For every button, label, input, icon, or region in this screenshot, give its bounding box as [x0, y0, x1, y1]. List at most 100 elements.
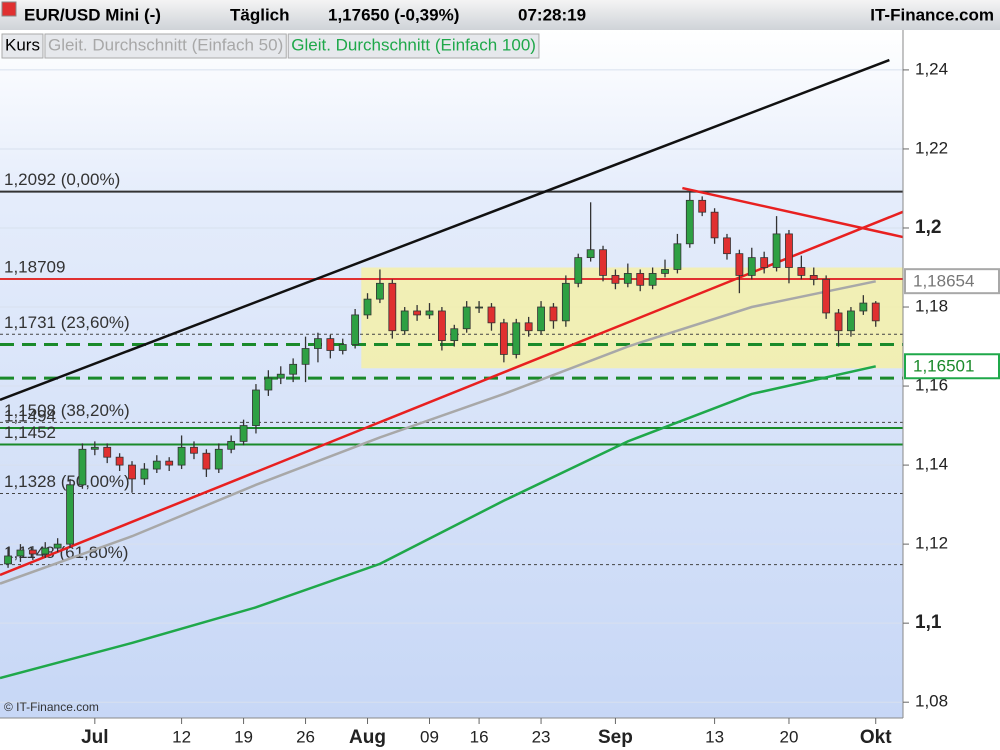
level-label: 1,1328 (50,00%)	[4, 472, 130, 491]
candle-body	[735, 253, 744, 276]
candle-body	[227, 440, 236, 450]
candle-body	[190, 446, 198, 454]
candle-body	[388, 282, 397, 332]
y-tick-label: 1,2	[915, 217, 941, 238]
candle-body	[710, 211, 719, 239]
level-label: 1,1494	[4, 406, 56, 425]
candle-body	[685, 199, 694, 245]
legend-box	[44, 33, 287, 59]
candle-body	[822, 278, 831, 314]
price-tag	[904, 268, 1000, 295]
candle-body	[289, 363, 298, 375]
candle-body	[499, 322, 508, 355]
x-tick-label: 09	[420, 727, 439, 746]
candle-body	[760, 257, 769, 268]
legend-box	[287, 33, 540, 59]
candle-body	[103, 446, 112, 458]
candle-body	[462, 306, 471, 330]
price-tag	[904, 353, 1000, 380]
candle-body	[314, 338, 322, 349]
candle-body	[140, 468, 149, 480]
candle-body	[549, 306, 558, 322]
candle-body	[698, 199, 707, 213]
candle-body	[41, 547, 50, 555]
price-tag-label: 1,18654	[913, 272, 974, 291]
candle-body	[673, 243, 682, 270]
zone	[361, 267, 903, 369]
trend-line	[682, 186, 904, 239]
level-label: 1,2092 (0,00%)	[4, 170, 120, 189]
candle-body	[512, 322, 521, 355]
y-tick-label: 1,18	[915, 297, 948, 316]
candle-body	[450, 328, 459, 342]
candle-body	[487, 306, 496, 324]
level-label: 1,18709	[4, 257, 65, 276]
header-time: 07:28:19	[518, 5, 586, 24]
header-bar	[0, 0, 1000, 30]
x-tick-label: Jul	[81, 727, 108, 748]
y-tick-label: 1,08	[915, 692, 948, 711]
header-brand: IT-Finance.com	[870, 5, 994, 24]
candle-body	[772, 233, 781, 268]
candle-body	[661, 269, 669, 274]
candle-body	[177, 446, 186, 466]
x-tick-label: Aug	[349, 727, 386, 748]
x-tick-label: 16	[470, 727, 489, 746]
candle-body	[214, 448, 223, 470]
candle-body	[53, 543, 62, 549]
candle-body	[413, 310, 422, 316]
x-tick-label: 20	[780, 727, 799, 746]
x-tick-label: Okt	[860, 727, 892, 748]
candle-body	[400, 310, 409, 332]
x-tick-label: 26	[296, 727, 315, 746]
moving-average	[0, 365, 877, 680]
trend-line	[0, 58, 890, 402]
candle-body	[636, 273, 645, 286]
level-label: 1,1508 (38,20%)	[4, 401, 130, 420]
candle-body	[859, 302, 868, 312]
candle-body	[28, 549, 37, 555]
candle-body	[78, 448, 87, 486]
candle-body	[4, 555, 12, 565]
candle-body	[276, 373, 285, 379]
candle-body	[871, 302, 880, 322]
candle-body	[363, 298, 372, 316]
legend-box	[1, 33, 44, 59]
candle-body	[351, 314, 360, 345]
candle-body	[338, 344, 347, 351]
y-tick-label: 1,16	[915, 376, 948, 395]
plot-layer: 1,2092 (0,00%) 1,18709 1,1731 (23,60%) 1,15…	[0, 58, 904, 714]
candle-body	[747, 257, 756, 276]
y-tick-label: 1,12	[915, 534, 948, 553]
candle-body	[202, 452, 211, 470]
plot-area	[0, 30, 903, 718]
header-icon	[1, 1, 17, 17]
y-tick-label: 1,14	[915, 455, 948, 474]
candle-body	[797, 267, 806, 276]
candle-body	[90, 446, 99, 450]
candle-body	[264, 377, 273, 391]
candle-body	[623, 273, 632, 284]
candle-body	[66, 484, 74, 545]
legend-entry: Gleit. Durchschnitt (Einfach 50)	[48, 35, 283, 54]
candle-body	[252, 389, 260, 426]
x-tick-label: 13	[705, 727, 724, 746]
x-tick-label: 19	[234, 727, 253, 746]
legend-entry: Gleit. Durchschnitt (Einfach 100)	[291, 35, 536, 54]
candle-body	[301, 348, 310, 365]
y-tick-label: 1,24	[915, 59, 948, 78]
candle-body	[152, 460, 161, 470]
candle-body	[475, 306, 483, 309]
x-tick-label: Sep	[598, 727, 633, 748]
candle-body	[16, 549, 25, 557]
candle-body	[809, 275, 818, 280]
header-title: EUR/USD Mini (-)	[24, 5, 161, 24]
candle-body	[648, 273, 657, 286]
x-tick-label: 23	[532, 727, 551, 746]
candle-body	[437, 310, 446, 342]
candle-body	[723, 237, 731, 255]
candle-body	[537, 306, 545, 332]
candle-body	[165, 460, 174, 466]
